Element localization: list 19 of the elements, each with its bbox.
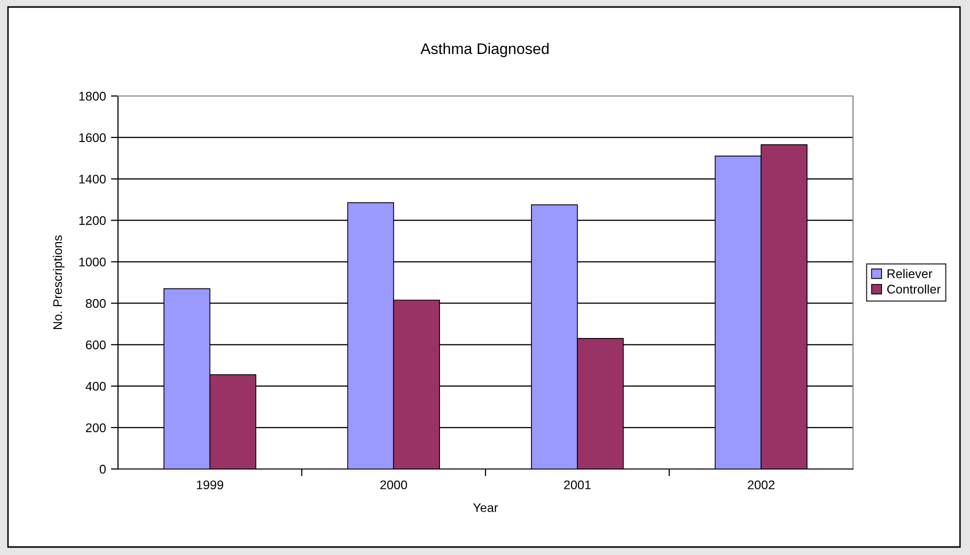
y-tick-label: 1800 — [79, 92, 106, 101]
chart-title: Asthma Diagnosed — [420, 42, 549, 58]
y-tick-label: 1400 — [79, 174, 106, 184]
legend-label: Controller — [887, 284, 941, 294]
y-tick-label: 200 — [86, 423, 106, 432]
y-axis-title: No. Prescriptions — [52, 235, 64, 330]
y-tick-label: 400 — [86, 382, 106, 391]
legend-label: Reliever — [888, 268, 932, 278]
x-tick-label: 1999 — [196, 480, 224, 490]
y-tick-label: 1000 — [79, 258, 106, 266]
y-tick-label: 0 — [100, 464, 106, 474]
x-tick-label: 2002 — [748, 480, 774, 490]
y-tick-label: 600 — [86, 340, 106, 350]
x-tick-label: 2000 — [380, 480, 408, 490]
x-axis-title: Year — [473, 503, 498, 512]
x-tick-label: 2001 — [564, 480, 591, 490]
y-tick-label: 1200 — [79, 216, 106, 225]
y-tick-label: 800 — [86, 299, 106, 308]
y-tick-label: 1600 — [79, 133, 106, 142]
